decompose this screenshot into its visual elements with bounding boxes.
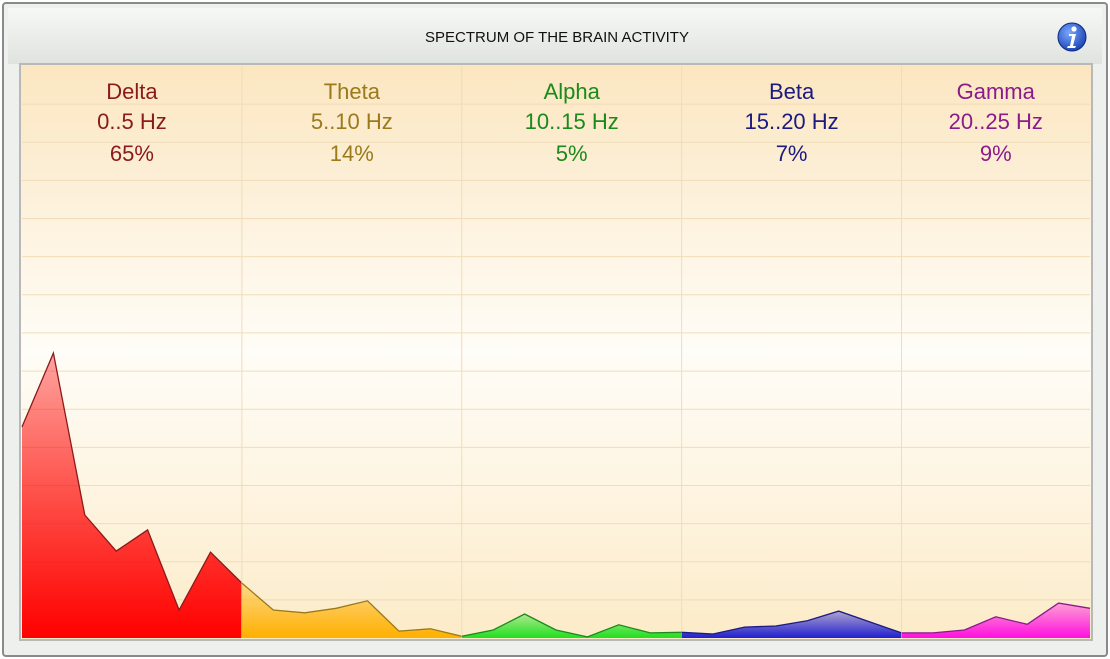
band-range: 10..15 Hz <box>525 109 619 134</box>
band-name: Beta <box>769 79 815 104</box>
area <box>22 353 242 638</box>
title-bar <box>8 8 1102 64</box>
band-share: 5% <box>556 141 588 166</box>
line <box>681 610 902 635</box>
line <box>241 582 462 637</box>
band-share: 65% <box>110 141 154 166</box>
band-range: 5..10 Hz <box>311 109 393 134</box>
area <box>461 614 682 638</box>
band-range: 20..25 Hz <box>949 109 1043 134</box>
band-name: Theta <box>324 79 381 104</box>
band-share: 9% <box>980 141 1012 166</box>
line <box>901 602 1091 634</box>
band-range: 15..20 Hz <box>745 109 839 134</box>
area <box>681 611 902 638</box>
info-button[interactable] <box>1057 22 1087 52</box>
chart-title: SPECTRUM OF THE BRAIN ACTIVITY <box>425 29 689 46</box>
area <box>241 583 462 638</box>
plot-area <box>19 63 1093 641</box>
band-share: 14% <box>330 141 374 166</box>
band-name: Gamma <box>957 79 1036 104</box>
band-name: Delta <box>106 79 158 104</box>
band-range: 0..5 Hz <box>97 109 167 134</box>
area <box>901 603 1090 638</box>
line <box>21 350 243 612</box>
band-share: 7% <box>776 141 808 166</box>
band-name: Alpha <box>544 79 601 104</box>
line <box>461 613 682 638</box>
